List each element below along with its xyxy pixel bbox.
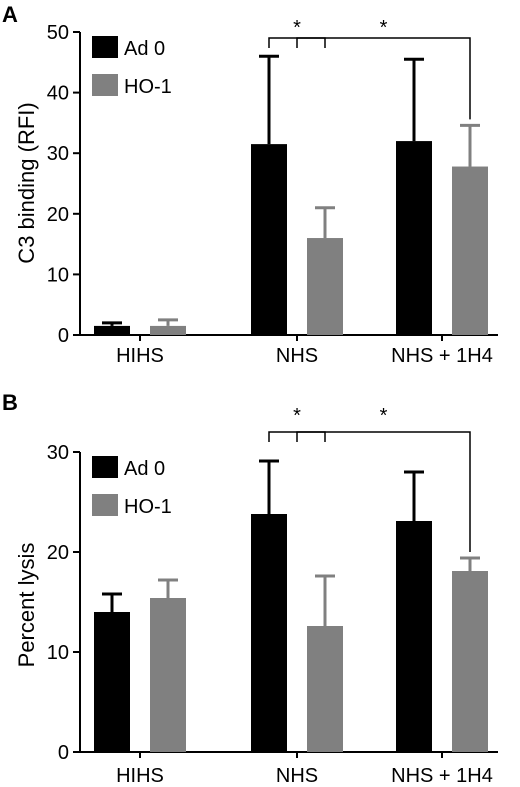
legend-swatch xyxy=(92,456,118,478)
x-tick-label: NHS + 1H4 xyxy=(391,345,493,367)
panel-b: B Percent lysis 0 10 20 30 HIHS NHS NHS + 1H4 A… xyxy=(2,390,498,787)
significance-label: * xyxy=(293,405,301,427)
y-tick-label: 0 xyxy=(58,742,69,764)
legend-label: HO-1 xyxy=(124,496,172,518)
y-tick-label: 30 xyxy=(47,143,69,165)
y-tick-label: 0 xyxy=(58,325,69,347)
y-tick-label: 40 xyxy=(47,83,69,105)
bar xyxy=(307,626,343,752)
significance-label: * xyxy=(380,405,388,427)
legend-label: Ad 0 xyxy=(124,458,165,480)
significance-bracket xyxy=(296,37,471,120)
bar xyxy=(150,325,186,335)
x-tick-label: NHS xyxy=(276,765,318,787)
panel-a: A C3 binding (RFI) 0 10 20 30 40 50 HIHS NHS NHS… xyxy=(2,2,498,367)
legend-swatch xyxy=(92,74,118,96)
x-tick-label: NHS + 1H4 xyxy=(391,765,493,787)
bar xyxy=(94,325,130,335)
y-tick-label: 10 xyxy=(47,642,69,664)
significance-bracket xyxy=(296,431,471,552)
bar xyxy=(396,521,432,752)
bar xyxy=(396,141,432,335)
y-tick-label: 10 xyxy=(47,264,69,286)
y-axis-title: C3 binding (RFI) xyxy=(14,102,39,263)
legend-swatch xyxy=(92,36,118,58)
y-axis-title: Percent lysis xyxy=(14,543,39,668)
significance-label: * xyxy=(380,17,388,39)
bar xyxy=(307,238,343,335)
x-tick-label: HIHS xyxy=(116,345,164,367)
legend-label: HO-1 xyxy=(124,76,172,98)
legend-swatch xyxy=(92,494,118,516)
panel-label-b: B xyxy=(2,390,18,415)
significance-label: * xyxy=(293,17,301,39)
y-tick-label: 20 xyxy=(47,542,69,564)
legend-label: Ad 0 xyxy=(124,38,165,60)
x-tick-label: NHS xyxy=(276,345,318,367)
bar xyxy=(150,598,186,752)
bar xyxy=(251,514,287,752)
bar xyxy=(94,612,130,752)
y-tick-label: 30 xyxy=(47,442,69,464)
bar xyxy=(452,571,488,752)
y-tick-label: 20 xyxy=(47,204,69,226)
bar xyxy=(452,166,488,335)
y-tick-label: 50 xyxy=(47,22,69,44)
panel-label-a: A xyxy=(2,2,18,27)
bar xyxy=(251,144,287,335)
x-tick-label: HIHS xyxy=(116,765,164,787)
